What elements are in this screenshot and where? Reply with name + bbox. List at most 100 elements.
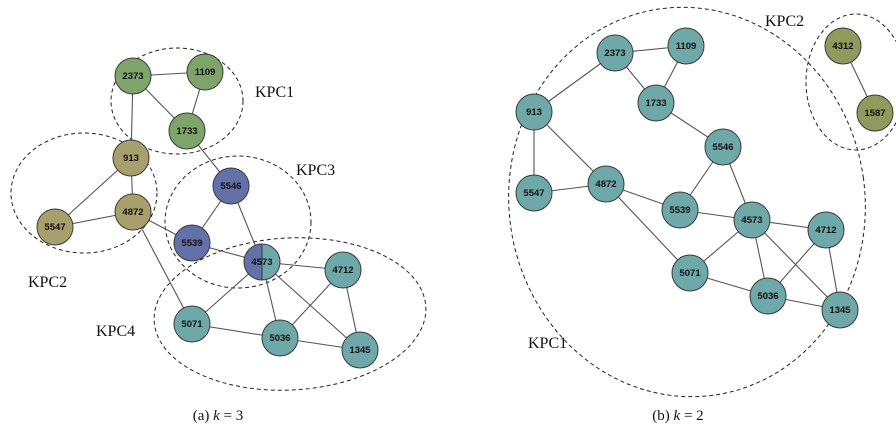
- left-node-5546-label: 5546: [220, 181, 241, 192]
- right-node-1345-circle: [821, 291, 859, 329]
- left-node-1109-label: 1109: [195, 67, 216, 78]
- right-node-4312-circle: [824, 27, 862, 65]
- left-node-913-circle: [112, 139, 150, 177]
- left-group-outline-kpc2: [10, 132, 158, 254]
- left-node-4872: 4872: [114, 193, 152, 231]
- left-node-913-label: 913: [123, 153, 139, 164]
- right-node-4712: 4712: [807, 211, 845, 249]
- left-group-outlines: [10, 47, 427, 391]
- left-node-4573: 4573: [243, 243, 281, 281]
- left-node-4573-right-half: [262, 244, 280, 280]
- left-edges: [54, 71, 361, 351]
- left-node-1733-circle: [168, 112, 206, 150]
- left-node-5036: 5036: [261, 319, 299, 357]
- right-node-4712-label: 4712: [815, 225, 836, 236]
- left-node-2373: 2373: [114, 57, 152, 95]
- left-nodes: 2373 1109 1733 913 4872 5547 5546 5539 4573 4712 5…: [36, 53, 379, 369]
- right-node-1733: 1733: [637, 84, 675, 122]
- left-group-outline-kpc3: [164, 155, 312, 289]
- right-node-1345-label: 1345: [829, 305, 851, 316]
- right-node-5036-circle: [749, 277, 787, 315]
- panel-b: 2373 1109 1733 913 5547 4872 5546 5539 4573 4712 5…: [508, 6, 896, 424]
- right-edge-4872-5071: [605, 183, 691, 274]
- right-edge-4573-1345: [751, 219, 841, 311]
- right-node-4312-label: 4312: [832, 41, 853, 52]
- left-node-5539-label: 5539: [181, 238, 202, 249]
- right-node-4872-label: 4872: [595, 179, 616, 190]
- right-node-1733-label: 1733: [645, 98, 666, 109]
- left-node-2373-label: 2373: [122, 71, 143, 82]
- right-node-1109-label: 1109: [676, 41, 697, 52]
- left-node-4573-label: 4573: [251, 257, 272, 268]
- left-node-1733-label: 1733: [176, 126, 197, 137]
- right-node-1345: 1345: [821, 291, 859, 329]
- left-node-5547-circle: [36, 208, 74, 246]
- left-node-5036-circle: [261, 319, 299, 357]
- right-group-outlines: [508, 6, 896, 398]
- left-node-4872-label: 4872: [122, 207, 143, 218]
- right-node-1109: 1109: [667, 27, 705, 65]
- right-node-5547-circle: [515, 174, 553, 212]
- right-node-4872-circle: [587, 165, 625, 203]
- left-group-label-kpc2: KPC2: [28, 274, 67, 291]
- right-node-4573: 4573: [733, 201, 771, 239]
- left-edge-4872-5071: [132, 211, 193, 325]
- right-group-outline-kpc2: [805, 13, 896, 151]
- left-group-outline-kpc4: [153, 237, 427, 391]
- right-group-outline-kpc1: [508, 6, 866, 398]
- right-node-1109-circle: [667, 27, 705, 65]
- right-node-5036-label: 5036: [757, 291, 778, 302]
- right-node-2373: 2373: [596, 34, 634, 72]
- left-node-4573-left-half: [244, 244, 262, 280]
- right-node-1587-label: 1587: [864, 108, 885, 119]
- left-node-5071-circle: [173, 305, 211, 343]
- left-node-5539-circle: [173, 224, 211, 262]
- left-node-913: 913: [112, 139, 150, 177]
- right-node-1733-circle: [637, 84, 675, 122]
- right-node-5547: 5547: [515, 174, 553, 212]
- right-node-5546-circle: [704, 128, 742, 166]
- left-node-5071-label: 5071: [181, 319, 203, 330]
- right-node-1587: 1587: [856, 94, 894, 132]
- left-node-5539: 5539: [173, 224, 211, 262]
- left-node-5547: 5547: [36, 208, 74, 246]
- right-node-5036: 5036: [749, 277, 787, 315]
- right-node-913-label: 913: [526, 107, 542, 118]
- left-node-4712-circle: [324, 251, 362, 289]
- left-node-5036-label: 5036: [269, 333, 290, 344]
- right-node-5071-label: 5071: [679, 268, 701, 279]
- left-edge-4573-1345: [261, 261, 361, 351]
- left-group-label-kpc4: KPC4: [96, 323, 135, 340]
- caption-a: (a) k = 3: [193, 408, 244, 424]
- left-node-5547-label: 5547: [44, 222, 65, 233]
- left-node-1109-circle: [186, 53, 224, 91]
- left-node-5546: 5546: [212, 167, 250, 205]
- right-node-4872: 4872: [587, 165, 625, 203]
- left-node-4872-circle: [114, 193, 152, 231]
- right-node-5539: 5539: [661, 191, 699, 229]
- right-node-4573-circle: [733, 201, 771, 239]
- right-node-4312: 4312: [824, 27, 862, 65]
- left-node-1345-circle: [341, 331, 379, 369]
- left-node-5071: 5071: [173, 305, 211, 343]
- left-node-1733: 1733: [168, 112, 206, 150]
- right-node-5547-label: 5547: [523, 188, 544, 199]
- left-node-4712: 4712: [324, 251, 362, 289]
- left-group-labels: KPC1 KPC2 KPC3 KPC4: [28, 84, 335, 340]
- right-node-1587-circle: [856, 94, 894, 132]
- caption-b: (b) k = 2: [652, 408, 703, 424]
- right-node-913-circle: [515, 93, 553, 131]
- left-node-1109: 1109: [186, 53, 224, 91]
- right-group-label-kpc1: KPC1: [528, 335, 567, 352]
- right-group-label-kpc2: KPC2: [765, 13, 804, 30]
- right-node-2373-circle: [596, 34, 634, 72]
- left-group-outline-kpc1: [110, 47, 244, 155]
- left-node-1345: 1345: [341, 331, 379, 369]
- left-node-5546-circle: [212, 167, 250, 205]
- right-node-5539-label: 5539: [669, 205, 690, 216]
- left-group-label-kpc1: KPC1: [255, 84, 294, 101]
- right-node-2373-label: 2373: [604, 48, 625, 59]
- right-node-4573-label: 4573: [741, 215, 762, 226]
- right-node-5071: 5071: [671, 254, 709, 292]
